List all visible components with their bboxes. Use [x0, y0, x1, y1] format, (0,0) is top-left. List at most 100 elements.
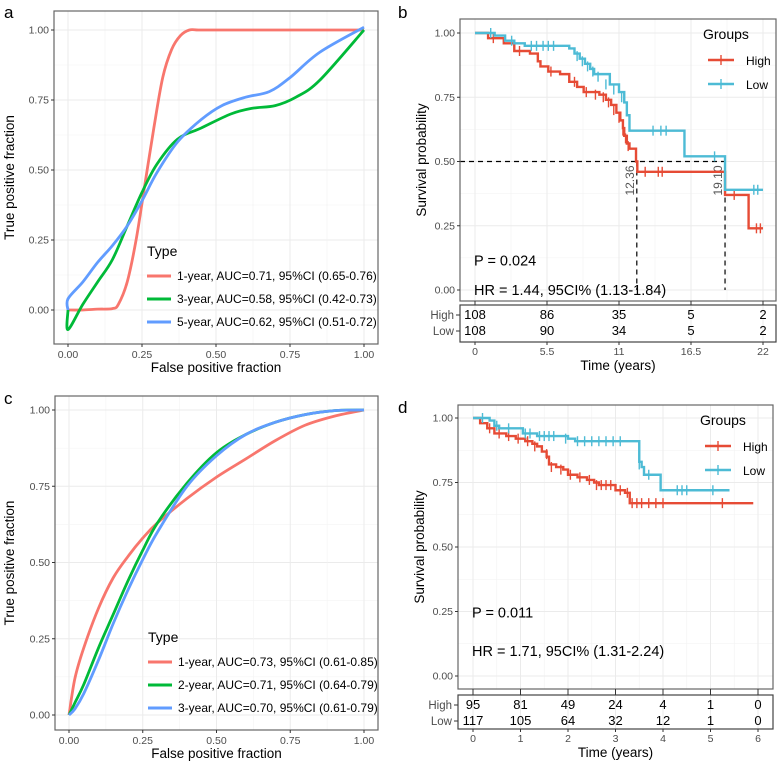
legend-label-2: 2-year, AUC=0.71, 95%CI (0.64-0.79) — [178, 678, 378, 692]
legend-label-2: 3-year, AUC=0.58, 95%CI (0.42-0.73) — [177, 292, 377, 306]
legend-title: Type — [147, 243, 178, 259]
km-curve-low — [473, 416, 730, 492]
km-curve-high — [473, 416, 754, 505]
risk-count: 108 — [464, 323, 486, 338]
x-axis-title: False positive fraction — [151, 746, 282, 761]
y-tick-label: 0.25 — [433, 606, 454, 618]
legend-label-low: Low — [746, 78, 768, 92]
y-tick-label: 0.75 — [433, 477, 454, 489]
legend-label-1: 1-year, AUC=0.73, 95%CI (0.61-0.85) — [178, 655, 378, 669]
hazard-ratio: HR = 1.71, 95CI% (1.31-2.24) — [472, 644, 664, 660]
risk-count: 0 — [754, 713, 761, 728]
roc-curve-3 — [67, 408, 365, 717]
y-tick-label: 0.50 — [433, 542, 454, 554]
y-tick-label: 1.00 — [435, 28, 456, 40]
x-tick-label: 0.50 — [206, 735, 227, 747]
panel-d: 0.00 0.25 0.50 0.75 1.00 Survival probability… — [398, 398, 774, 760]
plot-border — [459, 18, 777, 302]
risk-count: 2 — [759, 323, 766, 338]
y-tick-label: 0.50 — [29, 165, 50, 177]
median-label-2: 19.10 — [711, 165, 725, 195]
risk-count: 95 — [466, 697, 480, 712]
x-tick-label: 11 — [614, 346, 625, 358]
risk-count: 64 — [561, 713, 575, 728]
x-tick-label: 0.00 — [59, 735, 80, 747]
y-tick-label: 0.00 — [30, 710, 51, 722]
roc-curve-3 — [65, 25, 365, 311]
risk-count: 34 — [612, 323, 626, 338]
risk-count: 117 — [463, 713, 484, 728]
roc-curve-2 — [65, 29, 366, 332]
x-tick-label: 5 — [708, 733, 714, 745]
x-tick-label: 0.75 — [280, 349, 301, 361]
x-axis-title: Time (years) — [578, 745, 653, 760]
plot-background — [460, 19, 776, 301]
legend-title: Groups — [703, 26, 749, 42]
risk-count: 32 — [608, 713, 622, 728]
y-tick-label: 1.00 — [30, 405, 51, 417]
x-tick-label: 2 — [565, 733, 571, 745]
risk-count: 2 — [759, 307, 766, 322]
risk-count: 4 — [659, 697, 666, 712]
risk-count: 24 — [608, 697, 622, 712]
x-tick-label: 4 — [660, 733, 666, 745]
risk-count: 12 — [656, 713, 670, 728]
x-tick-label: 16.5 — [681, 346, 702, 358]
risk-count: 5 — [687, 307, 694, 322]
risk-count: 0 — [754, 697, 761, 712]
y-tick-label: 0.75 — [29, 95, 50, 107]
legend-label-3: 5-year, AUC=0.62, 95%CI (0.51-0.72) — [177, 315, 377, 329]
p-value: P = 0.024 — [474, 253, 536, 269]
risk-count: 105 — [510, 713, 532, 728]
y-tick-label: 1.00 — [433, 413, 454, 425]
y-tick-label: 0.25 — [30, 633, 51, 645]
risk-row-label: Low — [431, 716, 453, 728]
panel-label: a — [4, 3, 14, 22]
median-label-1: 12.36 — [623, 165, 637, 195]
risk-count: 49 — [561, 697, 575, 712]
x-tick-label: 3 — [613, 733, 619, 745]
y-axis-title: True positive fraction — [2, 115, 17, 240]
y-tick-label: 0.75 — [435, 92, 456, 104]
x-tick-label: 0 — [470, 733, 476, 745]
x-tick-label: 0.25 — [133, 735, 154, 747]
x-tick-label: 6 — [755, 733, 761, 745]
legend-label-high: High — [743, 440, 768, 454]
legend-label-1: 1-year, AUC=0.71, 95%CI (0.65-0.76) — [177, 269, 377, 283]
hazard-ratio: HR = 1.44, 95CI% (1.13-1.84) — [474, 283, 666, 299]
risk-table-background — [460, 305, 776, 342]
risk-table-border — [459, 304, 777, 343]
y-tick-label: 1.00 — [29, 25, 50, 37]
p-value: P = 0.011 — [472, 606, 533, 622]
risk-count: 86 — [540, 307, 554, 322]
x-tick-label: 1.00 — [354, 349, 375, 361]
y-tick-label: 0.75 — [30, 481, 51, 493]
legend-label-high: High — [746, 54, 771, 68]
x-tick-label: 5.5 — [540, 346, 555, 358]
y-tick-label: 0.00 — [29, 305, 50, 317]
y-tick-label: 0.00 — [433, 671, 454, 683]
risk-row-label: High — [430, 310, 454, 322]
risk-count: 108 — [464, 307, 486, 322]
x-tick-label: 1.00 — [354, 735, 375, 747]
risk-count: 81 — [513, 697, 527, 712]
x-tick-label: 0.25 — [132, 349, 153, 361]
y-axis-title: True positive fraction — [2, 501, 17, 626]
x-tick-label: 1 — [518, 733, 524, 745]
panel-c: 0.00 0.25 0.50 0.75 1.00 0.00 0.25 0.50 0.75 1.00… — [2, 389, 379, 761]
panel-a: 0.00 0.25 0.50 0.75 1.00 0.00 0.25 0.50 0.75 1.00… — [2, 3, 379, 375]
legend-title: Groups — [700, 412, 746, 428]
risk-row-label: High — [428, 700, 452, 712]
risk-count: 90 — [540, 323, 554, 338]
x-tick-label: 0 — [472, 346, 478, 358]
y-axis-title: Survival probability — [414, 103, 429, 217]
y-tick-label: 0.25 — [29, 235, 50, 247]
x-axis-title: False positive fraction — [151, 360, 282, 375]
x-tick-label: 0.75 — [280, 735, 301, 747]
x-axis-title: Time (years) — [580, 358, 655, 373]
risk-count: 1 — [707, 713, 714, 728]
risk-count: 5 — [687, 323, 694, 338]
y-tick-label: 0.25 — [435, 220, 456, 232]
legend-label-low: Low — [743, 464, 765, 478]
